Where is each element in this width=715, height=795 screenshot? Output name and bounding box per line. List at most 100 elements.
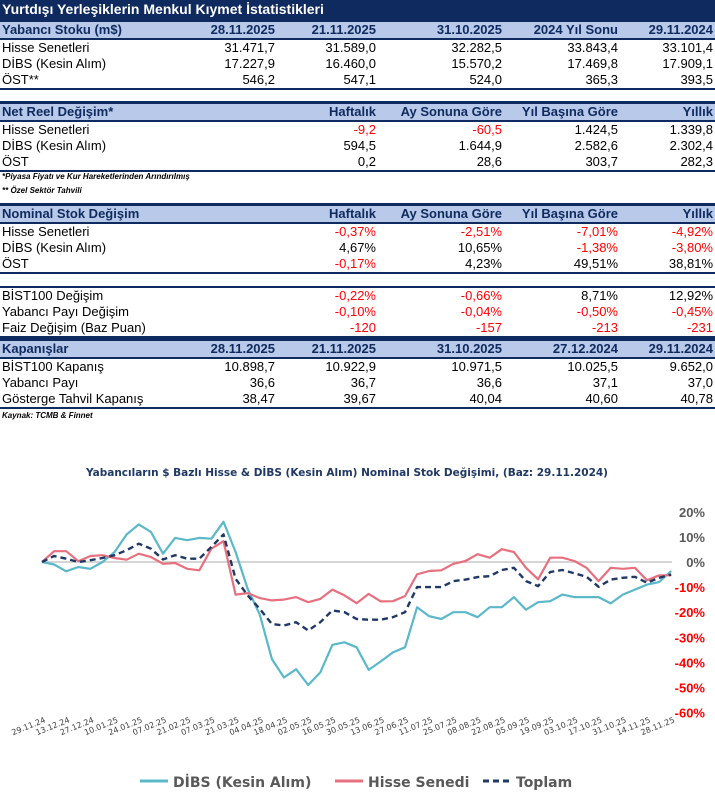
row-label: Hisse Senetleri [2,224,90,239]
table-row: DİBS (Kesin Alım) 4,67% 10,65% -1,38% -3,80% [0,240,715,256]
table-row: Yabancı Payı 36,6 36,7 36,6 37,1 37,0 [0,375,715,391]
row-label: ÖST [2,256,29,271]
column-header: 29.11.2024 [648,22,713,37]
y-tick-label: 0% [686,555,705,570]
legend-label: Hisse Senedi [368,775,469,791]
table-section: Net Reel Değişim* Haftalık Ay Sonuna Göre Y… [0,101,715,172]
cell-value: 36,6 [476,375,502,390]
row-label: DİBS (Kesin Alım) [2,138,107,153]
y-tick-label: -20% [675,605,706,620]
cell-value: 1.424,5 [574,122,618,137]
chart-title: Yabancıların $ Bazlı Hisse & DİBS (Kesin… [85,465,608,479]
column-header: Haftalık [329,104,376,119]
cell-value: 49,51% [573,256,618,271]
series-line-0 [41,520,672,687]
column-header: 21.11.2025 [311,22,376,37]
cell-value: 15.570,2 [451,56,502,71]
cell-value: 4,23% [465,256,502,271]
cell-value: 1.339,8 [669,122,713,137]
row-label: BİST100 Değişim [2,288,104,303]
column-header: 28.11.2025 [210,341,275,356]
column-header: Ay Sonuna Göre [400,104,502,119]
footnote-ost: ** Özel Sektör Tahvili [2,186,82,195]
y-tick-label: -40% [675,655,706,670]
cell-value: -1,38% [576,240,618,255]
cell-value: 38,81% [668,256,713,271]
row-label: BİST100 Kapanış [2,359,104,374]
cell-value: -0,37% [334,224,376,239]
cell-value: 524,0 [469,72,502,87]
column-header: 27.12.2024 [552,341,618,356]
cell-value: 37,0 [687,375,713,390]
cell-value: -0,45% [671,304,713,319]
table-row: BİST100 Kapanış 10.898,7 10.922,9 10.971,5 1… [0,359,715,375]
row-label: ÖST [2,154,29,169]
cell-value: -213 [591,320,618,335]
cell-value: -120 [349,320,376,335]
row-label: Yabancı Payı Değişim [2,304,129,319]
cell-value: -0,17% [334,256,376,271]
table-row: Gösterge Tahvil Kapanış 38,47 39,67 40,04 40… [0,391,715,409]
cell-value: 37,1 [592,375,618,390]
cell-value: 17.909,1 [662,56,713,71]
row-label: DİBS (Kesin Alım) [2,56,107,71]
cell-value: -0,66% [460,288,502,303]
table-header: Nominal Stok Değişim Haftalık Ay Sonuna Gö… [0,203,715,224]
cell-value: 9.652,0 [669,359,713,374]
cell-value: -0,04% [460,304,502,319]
cell-value: 39,67 [343,391,376,406]
cell-value: 31.471,7 [224,40,275,55]
cell-value: 32.282,5 [451,40,502,55]
cell-value: -231 [686,320,713,335]
legend-label: Toplam [516,775,572,791]
cell-value: 17.469,8 [567,56,618,71]
cell-value: -3,80% [671,240,713,255]
table-section: Yabancı Stoku (m$) 28.11.2025 21.11.2025 31… [0,19,715,90]
cell-value: 16.460,0 [325,56,376,71]
column-header: 28.11.2025 [210,22,275,37]
table-row: DİBS (Kesin Alım) 17.227,9 16.460,0 15.570,… [0,56,715,72]
row-label: Hisse Senetleri [2,40,90,55]
cell-value: -0,22% [334,288,376,303]
column-header: Yıllık [682,104,713,119]
cell-value: 36,6 [249,375,275,390]
y-tick-label: -10% [675,580,706,595]
column-header: Yıl Başına Göre [521,104,618,119]
table-row: ÖST 0,2 28,6 303,7 282,3 [0,154,715,172]
row-label: ÖST** [2,72,39,87]
table-row: Faiz Değişim (Baz Puan) -120 -157 -213 -231 [0,320,715,338]
legend-label: DİBS (Kesin Alım) [173,774,311,791]
column-header: Haftalık [329,206,376,221]
cell-value: 10,65% [457,240,502,255]
table-row: ÖST -0,17% 4,23% 49,51% 38,81% [0,256,715,274]
table-row: DİBS (Kesin Alım) 594,5 1.644,9 2.582,6 2.30… [0,138,715,154]
row-label: Gösterge Tahvil Kapanış [2,391,144,406]
cell-value: -157 [475,320,502,335]
column-header: Nominal Stok Değişim [2,206,140,221]
series-line-1 [41,540,672,605]
table-row: Hisse Senetleri -9,2 -60,5 1.424,5 1.339,8 [0,122,715,138]
table-row: Hisse Senetleri 31.471,7 31.589,0 32.282,5 3… [0,40,715,56]
cell-value: 547,1 [343,72,376,87]
series-line-2 [41,533,672,632]
cell-value: -2,51% [460,224,502,239]
cell-value: 33.843,4 [567,40,618,55]
column-header: Ay Sonuna Göre [400,206,502,221]
cell-value: 282,3 [680,154,713,169]
cell-value: 10.025,5 [567,359,618,374]
cell-value: 38,47 [242,391,275,406]
column-header: Net Reel Değişim* [2,104,114,119]
table-header: Yabancı Stoku (m$) 28.11.2025 21.11.2025 31… [0,19,715,40]
column-header: Yabancı Stoku (m$) [2,22,122,37]
column-header: 21.11.2025 [311,341,376,356]
cell-value: 10.971,5 [451,359,502,374]
column-header: 2024 Yıl Sonu [533,22,618,37]
y-tick-label: -60% [675,706,706,721]
cell-value: 31.589,0 [325,40,376,55]
row-label: Hisse Senetleri [2,122,90,137]
cell-value: 4,67% [339,240,376,255]
cell-value: -60,5 [472,122,502,137]
y-tick-label: 20% [679,505,705,520]
cell-value: 17.227,9 [224,56,275,71]
column-header: Kapanışlar [2,341,69,356]
